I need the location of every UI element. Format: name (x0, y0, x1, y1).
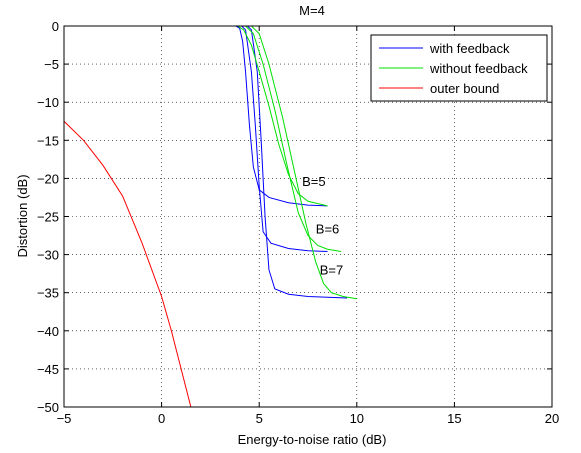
y-tick-label: −30 (37, 248, 59, 263)
annotations: B=5 B=6 B=7 (302, 174, 343, 277)
y-tick-label: −50 (37, 400, 59, 415)
chart-title: M=4 (299, 3, 325, 18)
x-tick-label: 20 (545, 411, 559, 426)
x-tick-label: −5 (57, 411, 72, 426)
y-tick-label: −25 (37, 210, 59, 225)
x-tick-label: 0 (158, 411, 165, 426)
annotation-label: B=5 (302, 174, 326, 189)
legend-label: without feedback (429, 61, 528, 76)
tick-labels: −5 0 5 10 15 200−5−10−15−20−25−30−35−40−45−50 (37, 19, 559, 426)
x-tick-label: 10 (350, 411, 364, 426)
x-axis-label: Energy-to-noise ratio (dB) (238, 432, 387, 447)
y-tick-label: −45 (37, 362, 59, 377)
y-tick-label: −5 (44, 57, 59, 72)
ticks (63, 25, 553, 408)
grid (64, 26, 552, 407)
legend: with feedback without feedback outer bound (370, 34, 548, 102)
series-line-outer-bound (64, 120, 192, 407)
legend-label: outer bound (430, 81, 499, 96)
series-line-with-feedback-b6 (241, 26, 328, 253)
y-axis-label: Distortion (dB) (15, 174, 30, 257)
y-tick-label: −10 (37, 95, 59, 110)
series-line-without-feedback-b7 (251, 26, 357, 300)
series-line-without-feedback-b5 (237, 26, 328, 207)
y-tick-label: −20 (37, 171, 59, 186)
y-tick-label: −40 (37, 324, 59, 339)
y-tick-label: −15 (37, 133, 59, 148)
annotation-label: B=6 (316, 221, 340, 236)
x-tick-label: 5 (256, 411, 263, 426)
series-line-without-feedback-b6 (245, 26, 342, 253)
x-tick-label: 15 (447, 411, 461, 426)
y-tick-label: −35 (37, 286, 59, 301)
y-tick-label: 0 (52, 19, 59, 34)
annotation-label: B=7 (320, 262, 344, 277)
plot-lines (64, 26, 357, 407)
series-line-with-feedback-b5 (124, 26, 328, 207)
legend-label: with feedback (429, 41, 510, 56)
series-line-with-feedback-b7 (247, 26, 348, 299)
